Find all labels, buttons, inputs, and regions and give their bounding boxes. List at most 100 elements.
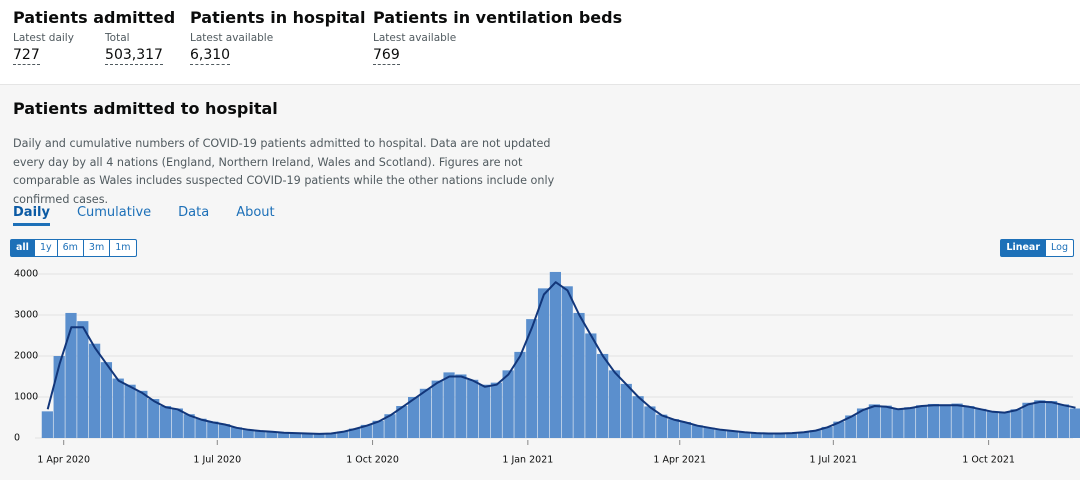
bar <box>561 286 573 438</box>
bar <box>845 415 857 438</box>
metric-value[interactable]: 727 <box>13 47 40 65</box>
bar <box>1057 404 1070 438</box>
average-line <box>46 281 1076 435</box>
bar <box>951 403 963 438</box>
range-buttons: all 1y 6m 3m 1m <box>10 239 137 257</box>
bar <box>573 312 585 438</box>
bar <box>65 312 77 438</box>
metric-title: Patients in hospital <box>190 8 366 27</box>
bar <box>644 406 656 438</box>
bar <box>585 333 597 438</box>
card-title: Patients admitted to hospital <box>13 99 278 118</box>
scale-buttons: Linear Log <box>1000 239 1074 257</box>
y-tick-label: 3000 <box>14 310 38 321</box>
bar <box>1069 408 1080 438</box>
bar <box>916 405 928 438</box>
bar <box>656 414 668 438</box>
bar <box>396 406 408 438</box>
metric-label: Latest available <box>373 32 457 44</box>
chart: 0 1000 2000 3000 4000 1 Apr 2020 1 Jul 2020 1 O… <box>14 269 1080 466</box>
metric-value[interactable]: 503,317 <box>105 47 163 65</box>
metric: Patients in ventilation beds Latest avai… <box>373 8 622 65</box>
tab[interactable]: About <box>236 205 275 220</box>
bar <box>620 383 632 438</box>
x-tick-label: 1 Jul 2021 <box>809 455 857 466</box>
tab[interactable]: Data <box>178 205 210 220</box>
y-tick-label: 0 <box>14 433 20 444</box>
bar <box>372 420 384 438</box>
bar <box>278 432 290 438</box>
bar <box>289 433 302 438</box>
range-button[interactable]: all <box>11 240 35 256</box>
bar <box>986 411 999 438</box>
metric-label: Latest daily <box>13 32 74 44</box>
bar <box>301 433 313 438</box>
metric-item: Latest daily 727 <box>13 32 74 65</box>
bar <box>455 374 467 438</box>
tab[interactable]: Daily <box>13 205 50 226</box>
scale-button[interactable]: Log <box>1051 242 1068 253</box>
bar <box>112 378 124 438</box>
bar <box>408 397 420 438</box>
bar <box>136 390 148 438</box>
bar <box>490 382 502 438</box>
bar <box>691 425 703 438</box>
headline-bar: Patients admitted Latest daily 727 Total 5… <box>0 0 1080 85</box>
bar <box>502 370 514 438</box>
scale-button[interactable]: Linear <box>1001 240 1047 256</box>
bar <box>738 432 751 438</box>
metric: Patients admitted Latest daily 727 Total 5… <box>13 8 179 65</box>
x-tick-label: 1 Oct 2021 <box>962 455 1015 466</box>
x-tick-label: 1 Jan 2021 <box>502 455 553 466</box>
bar <box>632 396 644 438</box>
bar <box>868 404 880 438</box>
range-button[interactable]: 1m <box>115 242 131 253</box>
bar <box>514 351 526 438</box>
bar <box>809 430 821 438</box>
bar <box>597 353 609 438</box>
metric-title: Patients in ventilation beds <box>373 8 623 27</box>
bar <box>254 430 266 438</box>
bar <box>384 414 396 438</box>
bar <box>762 433 774 438</box>
bar <box>242 429 254 438</box>
metric-label: Latest available <box>190 32 274 44</box>
bar <box>266 431 278 438</box>
bar <box>1022 402 1034 438</box>
bar <box>1045 401 1058 438</box>
metric-item: Latest available 6,310 <box>190 32 273 65</box>
bar <box>207 421 219 438</box>
bar <box>927 403 940 438</box>
bar <box>715 429 727 438</box>
range-button[interactable]: 3m <box>84 240 111 256</box>
range-button[interactable]: 1y <box>35 240 58 256</box>
bar <box>975 408 987 438</box>
bar <box>549 271 561 438</box>
bar <box>727 431 739 438</box>
metric-item: Total 503,317 <box>105 32 163 65</box>
tab[interactable]: Cumulative <box>76 205 152 220</box>
bar <box>998 412 1010 438</box>
bar <box>856 408 869 438</box>
bar <box>171 408 183 438</box>
bar <box>526 319 538 438</box>
x-tick-label: 1 Apr 2020 <box>37 455 90 466</box>
bar <box>230 427 242 438</box>
bar <box>467 379 479 438</box>
card-description: Daily and cumulative numbers of COVID-19… <box>13 137 555 206</box>
metric-value[interactable]: 6,310 <box>190 47 231 65</box>
bar <box>478 384 491 438</box>
bar <box>786 433 798 438</box>
bar <box>100 362 113 438</box>
bar <box>77 321 89 438</box>
bar <box>880 405 892 438</box>
metric-value[interactable]: 769 <box>373 47 400 65</box>
bar <box>833 421 845 438</box>
y-tick-label: 4000 <box>14 269 38 280</box>
bar <box>89 343 101 438</box>
bar <box>313 433 325 438</box>
bar <box>750 433 762 438</box>
metric-title: Patients admitted <box>13 8 176 27</box>
range-button[interactable]: 6m <box>58 240 84 256</box>
bar <box>1034 400 1046 438</box>
